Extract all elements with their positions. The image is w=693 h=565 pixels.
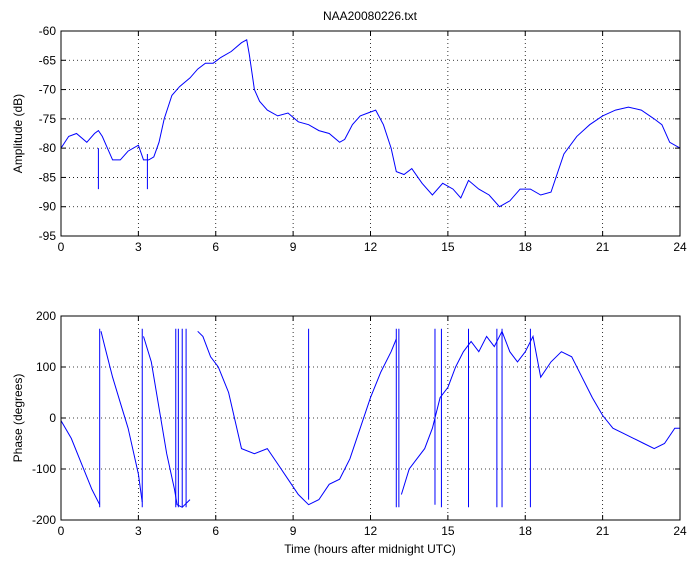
amplitude-y-tick-label: -70 — [39, 83, 57, 97]
amplitude-x-tick-label: 9 — [290, 240, 297, 254]
amplitude-x-tick-label: 3 — [135, 240, 142, 254]
amplitude-y-tick-label: -90 — [39, 200, 57, 214]
amplitude-x-tick-label: 15 — [441, 240, 455, 254]
phase-x-tick-label: 21 — [596, 524, 610, 538]
phase-x-tick-label: 15 — [441, 524, 455, 538]
amplitude-plot-area — [61, 31, 680, 236]
phase-x-tick-label: 18 — [519, 524, 533, 538]
phase-y-tick-label: 0 — [49, 411, 56, 425]
x-axis-label: Time (hours after midnight UTC) — [284, 542, 456, 556]
amplitude-y-tick-label: -95 — [39, 229, 57, 243]
amplitude-series-line — [61, 39, 680, 208]
amplitude-y-tick-label: -75 — [39, 112, 57, 126]
phase-x-tick-label: 3 — [135, 524, 142, 538]
phase-x-tick-label: 9 — [290, 524, 297, 538]
amplitude-x-tick-label: 6 — [212, 240, 219, 254]
phase-x-tick-label: 0 — [58, 524, 65, 538]
amplitude-y-tick-label: -65 — [39, 53, 57, 67]
phase-x-tick-label: 12 — [364, 524, 378, 538]
chart-title: NAA20080226.txt — [323, 9, 418, 23]
phase-y-tick-label: -200 — [32, 513, 56, 527]
amplitude-x-tick-label: 21 — [596, 240, 610, 254]
amplitude-x-tick-label: 18 — [519, 240, 533, 254]
phase-y-tick-label: -100 — [32, 462, 56, 476]
phase-x-tick-label: 24 — [673, 524, 687, 538]
amplitude-y-tick-label: -60 — [39, 24, 57, 38]
phase-y-tick-label: 200 — [36, 309, 56, 323]
phase-axes: 0 3 6 9 12 15 18 21 24 -200 -100 0 100 200 Phase (degr… — [11, 309, 687, 538]
phase-plot-area — [61, 316, 680, 520]
phase-y-axis-label: Phase (degrees) — [11, 374, 25, 463]
phase-y-tick-label: 100 — [36, 360, 56, 374]
amplitude-y-axis-label: Amplitude (dB) — [11, 94, 25, 173]
amplitude-x-tick-label: 12 — [364, 240, 378, 254]
phase-x-tick-label: 6 — [212, 524, 219, 538]
amplitude-x-tick-label: 24 — [673, 240, 687, 254]
amplitude-x-tick-label: 0 — [58, 240, 65, 254]
amplitude-y-tick-label: -85 — [39, 170, 57, 184]
amplitude-y-tick-label: -80 — [39, 141, 57, 155]
amplitude-axes: 0 3 6 9 12 15 18 21 24 -95 -90 -85 -80 -75 -70 -65 -60 Am… — [11, 24, 687, 254]
phase-series-line — [61, 330, 680, 508]
